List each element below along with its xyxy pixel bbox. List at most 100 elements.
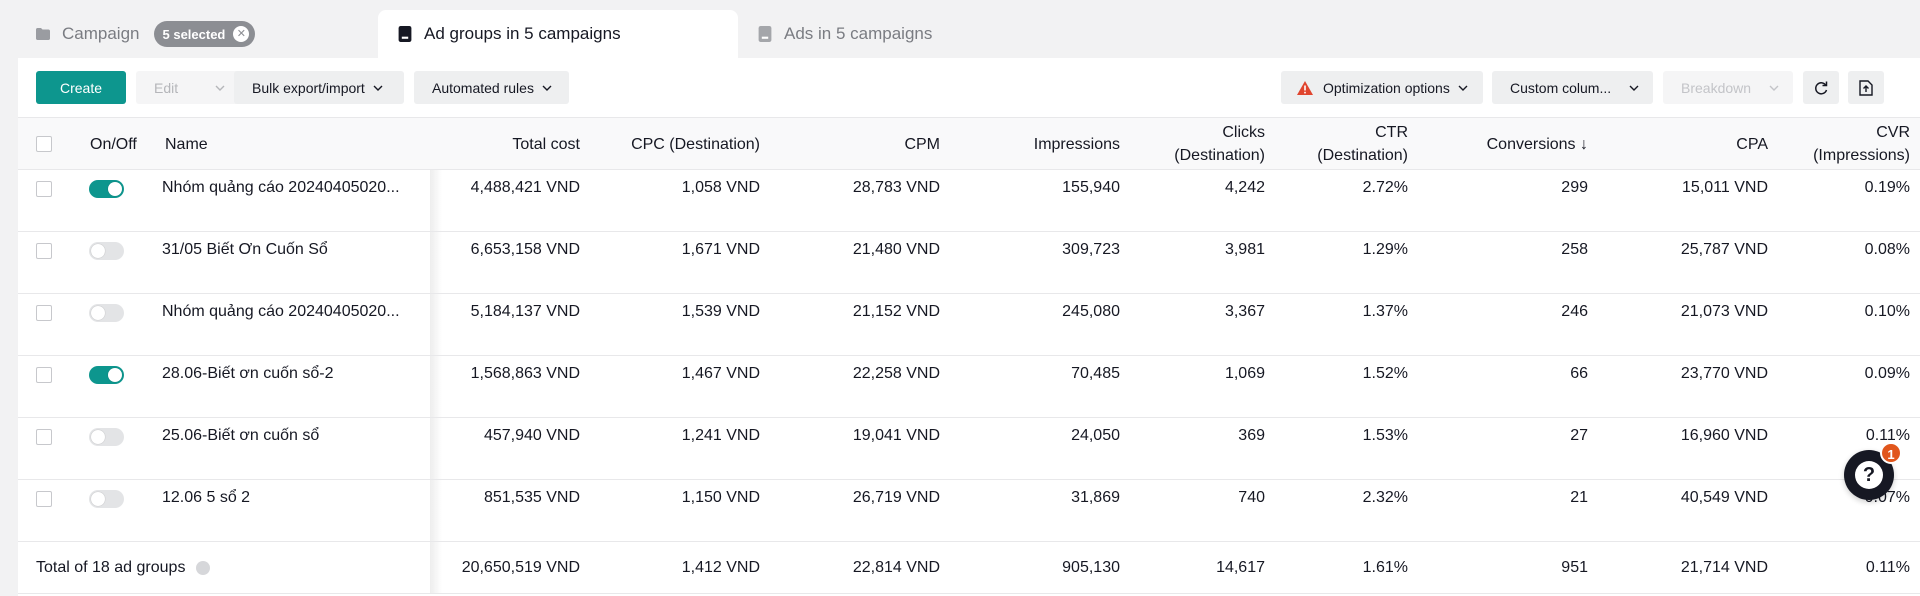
row-total-cost: 851,535 VND <box>483 489 580 506</box>
row-checkbox[interactable] <box>36 305 52 321</box>
row-name[interactable]: Nhóm quảng cáo 20240405020... <box>162 179 400 196</box>
row-cpm: 19,041 VND <box>852 427 940 444</box>
row-cpa: 21,073 VND <box>1680 303 1768 320</box>
tab-campaign[interactable]: Campaign 5 selected ✕ <box>36 10 256 58</box>
row-cpa: 40,549 VND <box>1680 489 1768 506</box>
document-icon <box>398 26 412 42</box>
row-ctr: 1.37% <box>1362 303 1408 320</box>
col-total-cost[interactable]: Total cost <box>512 135 580 153</box>
row-on-off-toggle[interactable] <box>89 180 124 198</box>
total-conversions: 951 <box>1561 559 1588 576</box>
row-cpc: 1,671 VND <box>681 241 760 258</box>
row-impressions: 31,869 <box>1071 489 1120 506</box>
row-cpc: 1,539 VND <box>681 303 760 320</box>
table-row[interactable]: Nhóm quảng cáo 20240405020... 5,184,137 … <box>18 294 1920 356</box>
col-name[interactable]: Name <box>165 135 208 153</box>
row-impressions: 245,080 <box>1062 303 1120 320</box>
col-ctr[interactable]: CTR (Destination) <box>1317 118 1408 170</box>
export-button[interactable] <box>1848 71 1884 104</box>
row-total-cost: 457,940 VND <box>483 427 580 444</box>
edit-button[interactable]: Edit <box>136 71 239 104</box>
warning-icon <box>1297 80 1313 95</box>
custom-columns-button[interactable]: Custom colum... <box>1492 71 1653 104</box>
ad-groups-panel: Create Edit Bulk export/import Automated… <box>18 58 1920 596</box>
bulk-export-import-label: Bulk export/import <box>252 79 365 96</box>
col-clicks[interactable]: Clicks (Destination) <box>1174 118 1265 170</box>
row-checkbox[interactable] <box>36 181 52 197</box>
export-icon <box>1859 79 1873 96</box>
row-on-off-toggle[interactable] <box>89 366 124 384</box>
row-cpc: 1,467 VND <box>681 365 760 382</box>
row-on-off-toggle[interactable] <box>89 242 124 260</box>
create-button[interactable]: Create <box>36 71 126 104</box>
row-checkbox[interactable] <box>36 243 52 259</box>
row-name[interactable]: 28.06-Biết ơn cuốn sổ-2 <box>162 365 334 382</box>
col-cvr-line1: CVR <box>1876 124 1910 141</box>
chevron-down-icon <box>1769 85 1779 91</box>
selected-count-badge[interactable]: 5 selected ✕ <box>153 21 256 47</box>
tab-ad-groups[interactable]: Ad groups in 5 campaigns <box>378 10 738 58</box>
row-cpm: 22,258 VND <box>852 365 940 382</box>
row-cvr: 0.10% <box>1864 303 1910 320</box>
col-cpc[interactable]: CPC (Destination) <box>631 135 760 153</box>
help-icon[interactable] <box>195 560 210 575</box>
row-conversions: 21 <box>1570 489 1588 506</box>
table-row[interactable]: Nhóm quảng cáo 20240405020... 4,488,421 … <box>18 170 1920 232</box>
row-on-off-toggle[interactable] <box>89 304 124 322</box>
total-label-text: Total of 18 ad groups <box>36 559 186 576</box>
row-cpc: 1,150 VND <box>681 489 760 506</box>
notification-badge: 1 <box>1880 442 1902 464</box>
table-row[interactable]: 28.06-Biết ơn cuốn sổ-2 1,568,863 VND 1,… <box>18 356 1920 418</box>
table-row[interactable]: 12.06 5 sổ 2 851,535 VND 1,150 VND 26,71… <box>18 480 1920 542</box>
row-clicks: 3,367 <box>1224 303 1265 320</box>
help-chat-button[interactable]: ? <box>1844 450 1894 500</box>
chevron-down-icon <box>1458 85 1468 91</box>
row-checkbox[interactable] <box>36 429 52 445</box>
row-name[interactable]: 25.06-Biết ơn cuốn sổ <box>162 427 320 444</box>
row-ctr: 2.72% <box>1362 179 1408 196</box>
chevron-down-icon <box>373 85 383 91</box>
breakdown-label: Breakdown <box>1681 79 1752 96</box>
row-ctr: 1.29% <box>1362 241 1408 258</box>
col-clicks-line2: (Destination) <box>1174 147 1265 164</box>
total-ctr: 1.61% <box>1362 559 1408 576</box>
row-on-off-toggle[interactable] <box>89 428 124 446</box>
row-ctr: 2.32% <box>1362 489 1408 506</box>
refresh-button[interactable] <box>1803 71 1839 104</box>
row-checkbox[interactable] <box>36 491 52 507</box>
col-cvr[interactable]: CVR (Impressions) <box>1813 118 1910 170</box>
tab-ads[interactable]: Ads in 5 campaigns <box>758 10 932 58</box>
selected-count-label: 5 selected <box>162 26 226 42</box>
row-total-cost: 5,184,137 VND <box>470 303 580 320</box>
total-cpc: 1,412 VND <box>681 559 760 576</box>
optimization-options-button[interactable]: Optimization options <box>1281 71 1483 104</box>
row-cpa: 25,787 VND <box>1680 241 1768 258</box>
row-clicks: 3,981 <box>1224 241 1265 258</box>
row-name[interactable]: Nhóm quảng cáo 20240405020... <box>162 303 400 320</box>
col-cpm[interactable]: CPM <box>904 135 940 153</box>
row-conversions: 299 <box>1561 179 1588 196</box>
row-clicks: 4,242 <box>1224 179 1265 196</box>
breakdown-button[interactable]: Breakdown <box>1663 71 1793 104</box>
row-on-off-toggle[interactable] <box>89 490 124 508</box>
row-impressions: 24,050 <box>1071 427 1120 444</box>
automated-rules-button[interactable]: Automated rules <box>414 71 569 104</box>
select-all-checkbox[interactable] <box>36 136 52 152</box>
col-cpa[interactable]: CPA <box>1736 135 1768 153</box>
table-row[interactable]: 31/05 Biết Ơn Cuốn Sổ 6,653,158 VND 1,67… <box>18 232 1920 294</box>
row-impressions: 309,723 <box>1062 241 1120 258</box>
row-checkbox[interactable] <box>36 367 52 383</box>
clear-selection-icon[interactable]: ✕ <box>233 26 250 42</box>
row-conversions: 66 <box>1570 365 1588 382</box>
row-name[interactable]: 12.06 5 sổ 2 <box>162 489 251 506</box>
col-ctr-line1: CTR <box>1375 124 1408 141</box>
row-cvr: 0.08% <box>1864 241 1910 258</box>
table-row[interactable]: 25.06-Biết ơn cuốn sổ 457,940 VND 1,241 … <box>18 418 1920 480</box>
row-cpc: 1,241 VND <box>681 427 760 444</box>
folder-icon <box>36 28 50 40</box>
col-conversions[interactable]: Conversions ↓ <box>1486 135 1588 153</box>
col-impressions[interactable]: Impressions <box>1033 135 1120 153</box>
toolbar: Create Edit Bulk export/import Automated… <box>18 58 1920 116</box>
bulk-export-import-button[interactable]: Bulk export/import <box>234 71 404 104</box>
row-name[interactable]: 31/05 Biết Ơn Cuốn Sổ <box>162 241 328 258</box>
